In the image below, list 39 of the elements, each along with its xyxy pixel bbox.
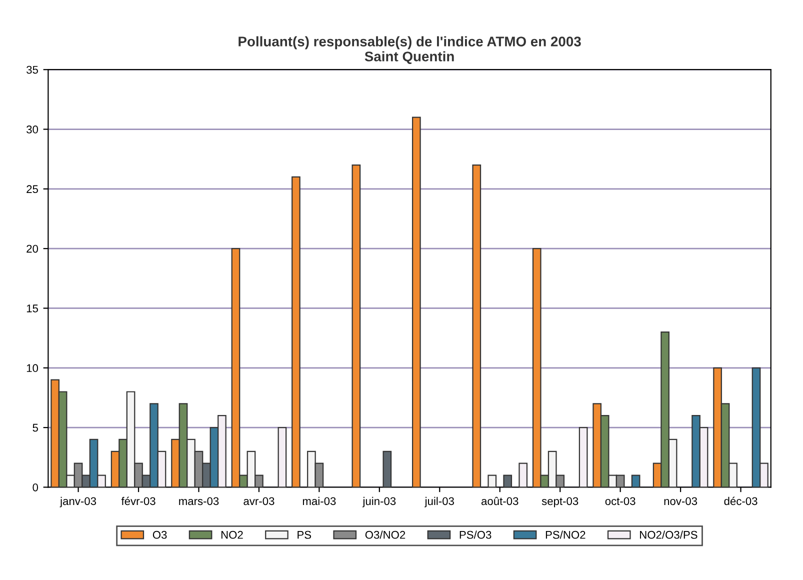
bar [292, 176, 300, 488]
legend-label: PS [298, 530, 312, 539]
x-tick-label: janv-03 [60, 496, 96, 508]
bar [503, 474, 512, 488]
x-tick-label: août-03 [482, 496, 518, 506]
bar [278, 426, 287, 488]
legend-label: PS/NO2 [546, 530, 586, 539]
bar [472, 164, 482, 488]
bar [631, 474, 640, 488]
x-tick-label: déc-03 [724, 496, 758, 506]
y-tick-label: 5 [32, 424, 38, 432]
chart-title: Polluant(s) responsable(s) de l'indice ATMO en 2003 Saint Quentin [238, 36, 581, 64]
x-tick-label: juin-03 [362, 496, 396, 508]
x-tick-label: oct-03 [605, 497, 636, 506]
bar [488, 474, 497, 488]
y-tick-label: 15 [26, 304, 38, 312]
bar [518, 462, 528, 488]
x-tick-label: mai-03 [302, 496, 336, 506]
legend-label: NO2 [221, 530, 243, 539]
y-tick-label: 35 [26, 66, 38, 74]
y-tick-label: 20 [26, 244, 38, 253]
legend-label: NO2/O3/PS [640, 530, 698, 539]
x-tick-label: févr-03 [121, 496, 156, 506]
x-tick-label: juil-03 [424, 496, 454, 508]
x-tick-label: nov-03 [664, 497, 698, 506]
legend-label: PS/O3 [460, 530, 492, 539]
bar [352, 164, 361, 488]
y-tick-label: 0 [32, 483, 38, 492]
legend-label: O3 [152, 530, 167, 539]
x-tick-label: mars-03 [179, 497, 219, 506]
x-tick-label: sept-03 [542, 497, 578, 508]
y-tick-label: 30 [26, 126, 38, 134]
x-tick-label: avr-03 [244, 497, 274, 506]
bar [578, 426, 588, 488]
y-tick-label: 10 [26, 364, 38, 372]
bar [412, 116, 421, 488]
bar [382, 450, 392, 488]
y-tick-label: 25 [26, 185, 38, 194]
legend-label: O3/NO2 [365, 530, 406, 539]
